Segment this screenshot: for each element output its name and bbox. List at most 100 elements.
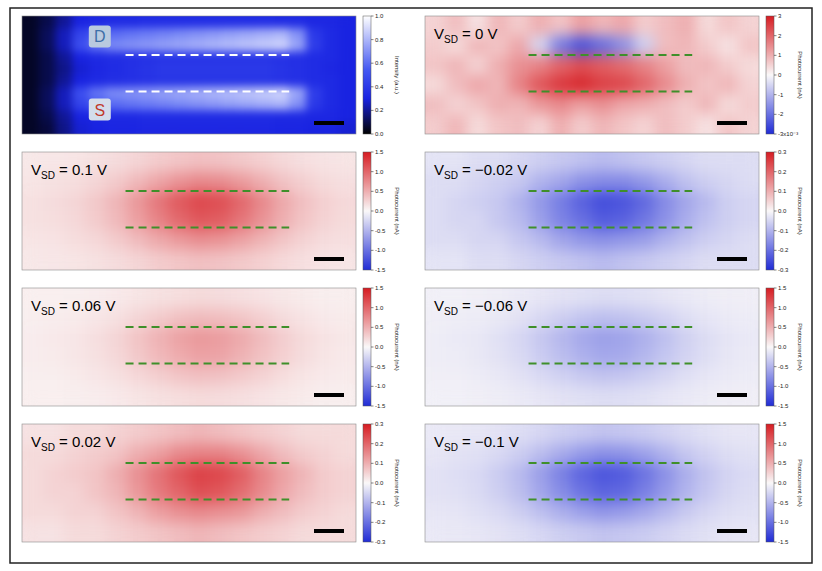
colorbar-tick-label: -0.5 <box>375 364 386 370</box>
heatmap-cell <box>314 231 335 251</box>
heatmap-cell <box>210 288 231 308</box>
heatmap-cell <box>168 463 189 483</box>
heatmap-cell <box>467 114 488 134</box>
panel-title: VSD = −0.1 V <box>434 433 519 453</box>
heatmap-cell <box>323 16 340 28</box>
heatmap-cell <box>147 288 168 308</box>
heatmap-cell <box>696 55 717 75</box>
title-sub: SD <box>444 34 458 45</box>
heatmap-cell <box>147 250 168 270</box>
heatmap-cell <box>156 87 173 99</box>
heatmap-cell <box>252 367 273 387</box>
heatmap-cell <box>293 152 314 172</box>
heatmap-cell <box>529 231 550 251</box>
heatmap-cell <box>738 367 759 387</box>
heatmap-cell <box>189 28 206 40</box>
colorbar-tick <box>774 542 777 543</box>
heatmap-cell <box>634 503 655 523</box>
heatmap-cell <box>676 424 697 444</box>
heatmap-cell <box>22 327 43 347</box>
heatmap-cell <box>231 522 252 542</box>
heatmap-cell <box>106 483 127 503</box>
heatmap-cell <box>231 503 252 523</box>
heatmap-cell <box>273 231 294 251</box>
panel: DS0.00.20.40.60.81.0Intensity (a.u.) <box>22 13 400 137</box>
heatmap-cell <box>126 288 147 308</box>
annotation: S <box>94 102 105 119</box>
heatmap-cell <box>717 211 738 231</box>
heatmap-cell <box>64 211 85 231</box>
heatmap-cell <box>222 16 239 28</box>
heatmap-cell <box>467 483 488 503</box>
colorbar-tick-label: 1 <box>778 52 782 58</box>
heatmap-cell <box>72 110 89 122</box>
heatmap-cell <box>696 308 717 328</box>
heatmap-cell <box>85 386 106 406</box>
heatmap-cell <box>314 424 335 444</box>
heatmap-cell <box>189 40 206 52</box>
heatmap-cell <box>39 63 56 75</box>
heatmap-cell <box>446 522 467 542</box>
heatmap-cell <box>147 367 168 387</box>
heatmap-cell <box>634 95 655 115</box>
colorbar-tick-label: -1.0 <box>778 383 789 389</box>
map-clip <box>22 424 356 542</box>
map-frame <box>425 424 759 542</box>
colorbar-tick-label: 1.0 <box>778 305 787 311</box>
heatmap-cell <box>738 36 759 56</box>
heatmap-cell <box>189 424 210 444</box>
title-part: = 0.06 V <box>55 297 115 314</box>
heatmap-cell <box>64 231 85 251</box>
heatmap-cell <box>231 191 252 211</box>
heatmap-cell <box>738 75 759 95</box>
colorbar-tick-label: -1.5 <box>375 403 386 409</box>
heatmap-cell <box>592 424 613 444</box>
colorbar-tick-label: 0 <box>778 72 782 78</box>
colorbar-tick-label: 0.4 <box>375 84 384 90</box>
map-clip <box>22 152 356 270</box>
colorbar-tick <box>774 483 777 484</box>
heatmap-cell <box>210 444 231 464</box>
heatmap-cell <box>106 122 123 134</box>
heatmap-cell <box>22 87 39 99</box>
heatmap-cell <box>314 172 335 192</box>
heatmap-cell <box>314 367 335 387</box>
colorbar <box>363 16 371 134</box>
heatmap-cell <box>446 114 467 134</box>
heatmap-cell <box>676 231 697 251</box>
heatmap-cell <box>206 28 223 40</box>
heatmap-cell <box>72 28 89 40</box>
heatmap-cell <box>273 250 294 270</box>
heatmap-cell <box>43 231 64 251</box>
colorbar-tick <box>774 191 777 192</box>
heatmap-cell <box>446 231 467 251</box>
heatmap-cell <box>676 36 697 56</box>
heatmap-cell <box>488 386 509 406</box>
title-part: V <box>31 161 41 178</box>
heatmap-cell <box>488 211 509 231</box>
heatmap-cell <box>231 367 252 387</box>
colorbar-tick-label: 1.0 <box>375 13 384 19</box>
heatmap-cell <box>168 172 189 192</box>
heatmap-cell <box>139 75 156 87</box>
heatmap-cell <box>738 288 759 308</box>
heatmap-cell <box>571 114 592 134</box>
map-clip <box>425 288 759 406</box>
heatmap-cell <box>22 386 43 406</box>
heatmap-cell <box>55 122 72 134</box>
heatmap-cell <box>147 444 168 464</box>
heatmap-cell <box>22 75 39 87</box>
heatmap-cell <box>64 386 85 406</box>
heatmap-cell <box>592 95 613 115</box>
electrode-edge <box>126 326 290 328</box>
colorbar-tick-label: 0.2 <box>778 169 787 175</box>
heatmap-cell <box>85 483 106 503</box>
heatmap-cell <box>509 522 530 542</box>
heatmap-cell <box>655 386 676 406</box>
heatmap-cell <box>696 503 717 523</box>
heatmap-cell <box>467 367 488 387</box>
heatmap-cell <box>22 522 43 542</box>
colorbar-tick-label: -1.5 <box>778 539 789 545</box>
heatmap-cell <box>509 367 530 387</box>
heatmap-cell <box>256 16 273 28</box>
